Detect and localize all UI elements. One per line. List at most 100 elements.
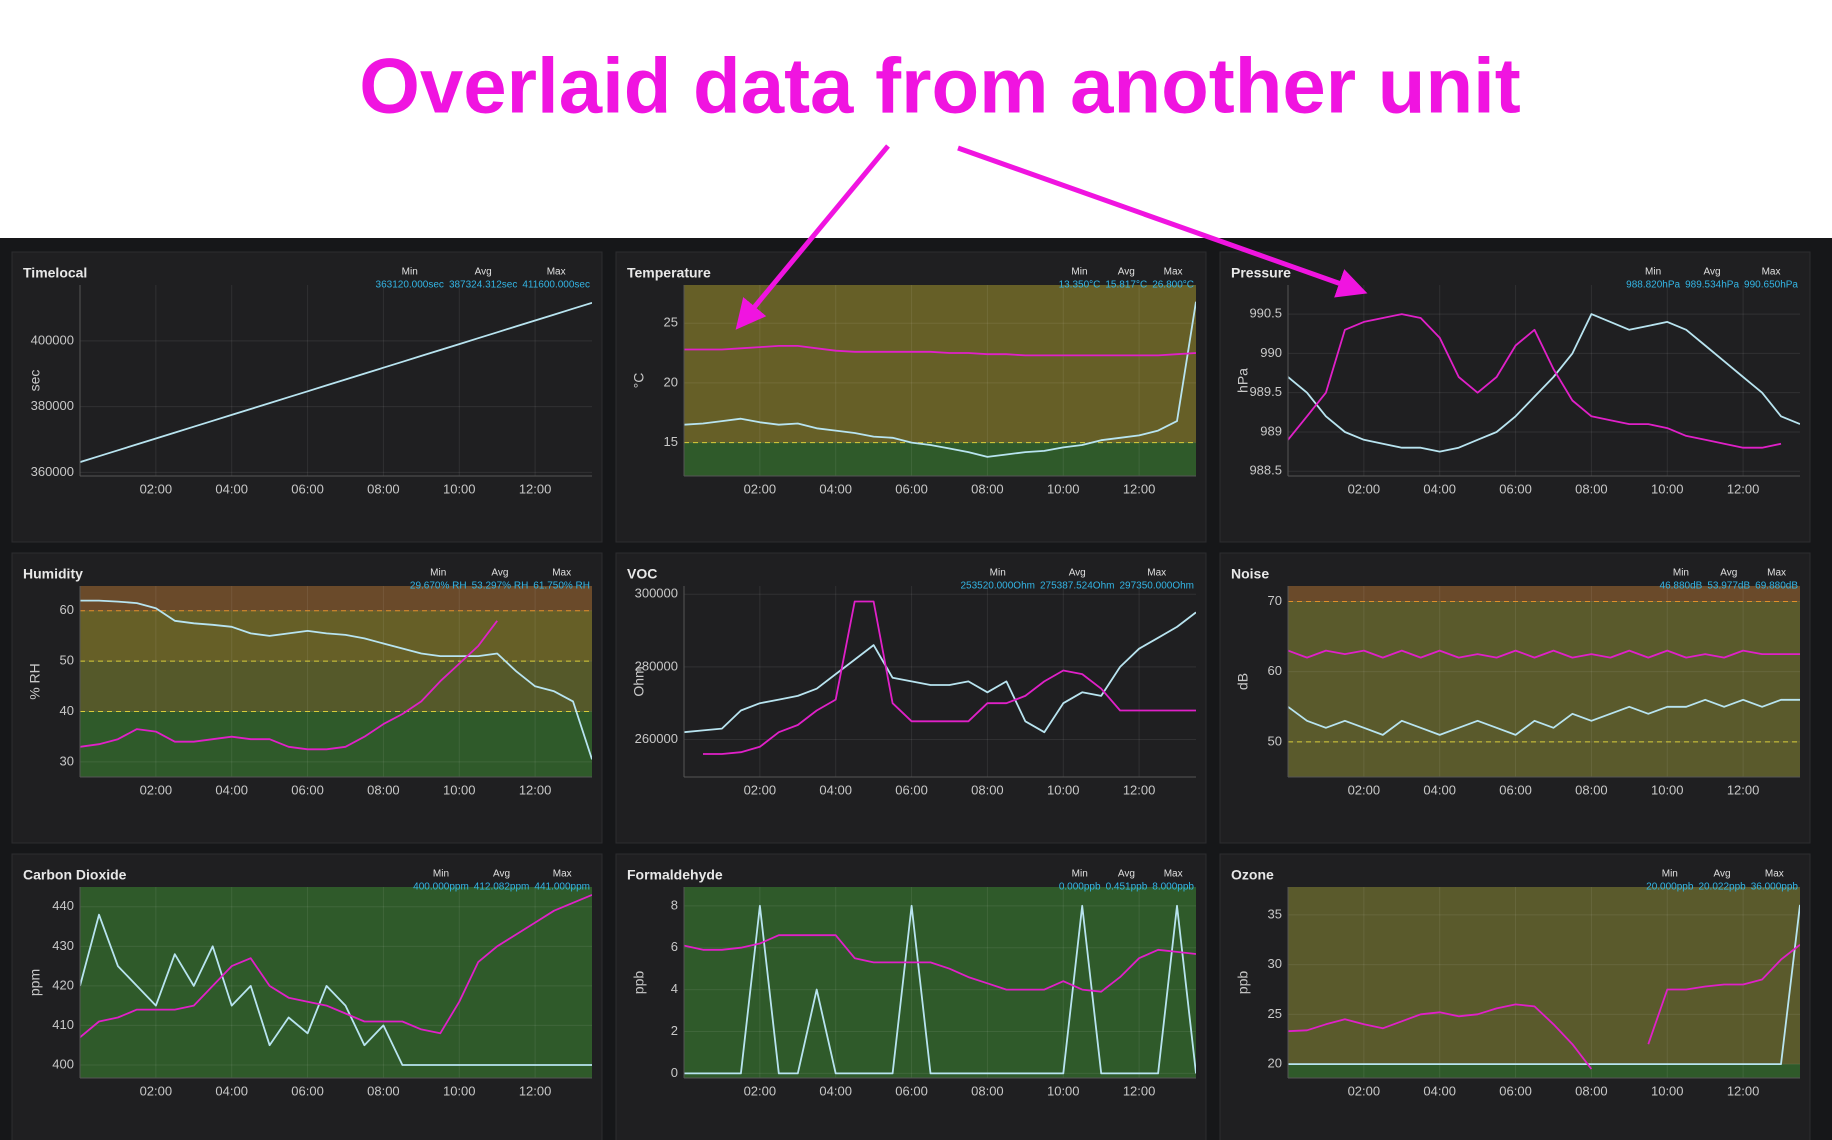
y-tick-label: 420 <box>52 977 74 992</box>
stat-label: Max <box>1765 869 1784 880</box>
stat-label: Min <box>430 568 446 579</box>
x-tick-label: 08:00 <box>367 481 400 496</box>
y-axis-label: hPa <box>1235 368 1251 393</box>
y-tick-label: 4 <box>671 981 678 996</box>
stat-label: Avg <box>1069 568 1086 579</box>
threshold-zone <box>1288 887 1800 1065</box>
panel: 30 40 50 60 02:00 04:00 06:00 08:00 10:00 12:00 Hu… <box>11 552 603 844</box>
y-tick-label: 20 <box>664 374 678 389</box>
threshold-zone <box>80 586 592 611</box>
header-bg <box>0 0 1832 238</box>
x-tick-label: 04:00 <box>819 481 852 496</box>
threshold-zone <box>1288 586 1800 602</box>
x-tick-label: 02:00 <box>1348 782 1381 797</box>
series-line <box>1288 904 1800 1065</box>
x-tick-label: 10:00 <box>1047 1083 1080 1098</box>
y-tick-label: 0 <box>671 1065 678 1080</box>
plot <box>684 285 1196 476</box>
y-tick-label: 50 <box>60 653 74 668</box>
x-tick-label: 02:00 <box>744 481 777 496</box>
y-tick-label: 35 <box>1268 906 1282 921</box>
stat-value: 15.817°C <box>1105 280 1147 291</box>
y-axis-label: ppm <box>27 969 43 996</box>
y-tick-label: 60 <box>60 602 74 617</box>
panel-bg <box>11 251 603 543</box>
stat-label: Max <box>1147 568 1166 579</box>
y-tick-label: 430 <box>52 938 74 953</box>
y-tick-label: 30 <box>1268 956 1282 971</box>
stat-value: 8.000ppb <box>1152 882 1194 893</box>
y-tick-label: 400 <box>52 1056 74 1071</box>
y-tick-label: 260000 <box>635 731 678 746</box>
stat-value: 0.451ppb <box>1106 882 1148 893</box>
series-line <box>80 599 592 760</box>
stat-value: 53.977dB <box>1707 581 1750 592</box>
x-tick-label: 12:00 <box>1727 782 1760 797</box>
panel-title: Timelocal <box>23 265 87 281</box>
x-tick-label: 12:00 <box>519 1083 552 1098</box>
stat-label: Min <box>990 568 1006 579</box>
plot-background <box>1288 586 1800 777</box>
series-line <box>1288 649 1800 659</box>
x-tick-label: 08:00 <box>367 1083 400 1098</box>
charts: 360000 380000 400000 02:00 04:00 06:00 08:00 10… <box>11 251 1811 1140</box>
x-tick-label: 10:00 <box>443 782 476 797</box>
plot <box>684 887 1196 1078</box>
x-tick-label: 02:00 <box>744 1083 777 1098</box>
y-tick-label: 25 <box>1268 1006 1282 1021</box>
series-line <box>1288 313 1800 453</box>
stat-label: Min <box>1662 869 1678 880</box>
stat-label: Max <box>1164 267 1183 278</box>
panel-title: VOC <box>627 566 657 582</box>
y-tick-label: 300000 <box>635 586 678 601</box>
y-axis-label: ppb <box>1235 971 1251 995</box>
y-axis-label: °C <box>631 373 647 389</box>
y-tick-label: 8 <box>671 897 678 912</box>
x-tick-label: 06:00 <box>895 782 928 797</box>
y-tick-label: 25 <box>664 315 678 330</box>
stat-value: 412.082ppm <box>474 882 530 893</box>
stat-label: Max <box>552 568 571 579</box>
y-tick-label: 6 <box>671 939 678 954</box>
panel-bg <box>615 552 1207 844</box>
x-tick-label: 02:00 <box>140 782 173 797</box>
stat-label: Avg <box>475 267 492 278</box>
stat-label: Avg <box>1714 869 1731 880</box>
stat-label: Min <box>402 267 418 278</box>
panel: 988.5 989 989.5 990 990.5 02:00 04:00 06:00 08:0… <box>1219 251 1811 543</box>
x-tick-label: 10:00 <box>1651 1083 1684 1098</box>
series-line <box>684 934 1196 993</box>
panel-title: Carbon Dioxide <box>23 867 127 883</box>
x-tick-label: 02:00 <box>1348 1083 1381 1098</box>
series-line <box>684 611 1196 734</box>
y-tick-label: 380000 <box>31 398 74 413</box>
y-axis-label: ppb <box>631 971 647 995</box>
x-tick-label: 06:00 <box>1499 1083 1532 1098</box>
x-tick-label: 12:00 <box>1123 782 1156 797</box>
panel-title: Ozone <box>1231 867 1274 883</box>
stat-label: Min <box>1071 267 1087 278</box>
x-tick-label: 04:00 <box>215 782 248 797</box>
stat-value: 253520.000Ohm <box>960 581 1035 592</box>
y-tick-label: 360000 <box>31 464 74 479</box>
stat-value: 13.350°C <box>1059 280 1101 291</box>
stat-value: 363120.000sec <box>376 280 444 291</box>
plot <box>80 887 592 1078</box>
x-tick-label: 02:00 <box>140 481 173 496</box>
stat-value: 0.000ppb <box>1059 882 1101 893</box>
plot <box>1288 586 1800 777</box>
panel: 400 410 420 430 440 02:00 04:00 06:00 08:00 10:00… <box>11 853 603 1140</box>
panel-title: Formaldehyde <box>627 867 723 883</box>
stat-label: Min <box>1673 568 1689 579</box>
series-line <box>1288 943 1800 1070</box>
x-tick-label: 08:00 <box>971 1083 1004 1098</box>
x-tick-label: 06:00 <box>1499 782 1532 797</box>
panel: 260000 280000 300000 02:00 04:00 06:00 08:00 10… <box>615 552 1207 844</box>
stat-value: 989.534hPa <box>1685 280 1739 291</box>
y-tick-label: 2 <box>671 1023 678 1038</box>
x-tick-label: 10:00 <box>443 481 476 496</box>
y-tick-label: 989 <box>1260 423 1282 438</box>
series-line <box>80 913 592 1066</box>
x-tick-label: 02:00 <box>744 782 777 797</box>
x-tick-label: 02:00 <box>1348 481 1381 496</box>
